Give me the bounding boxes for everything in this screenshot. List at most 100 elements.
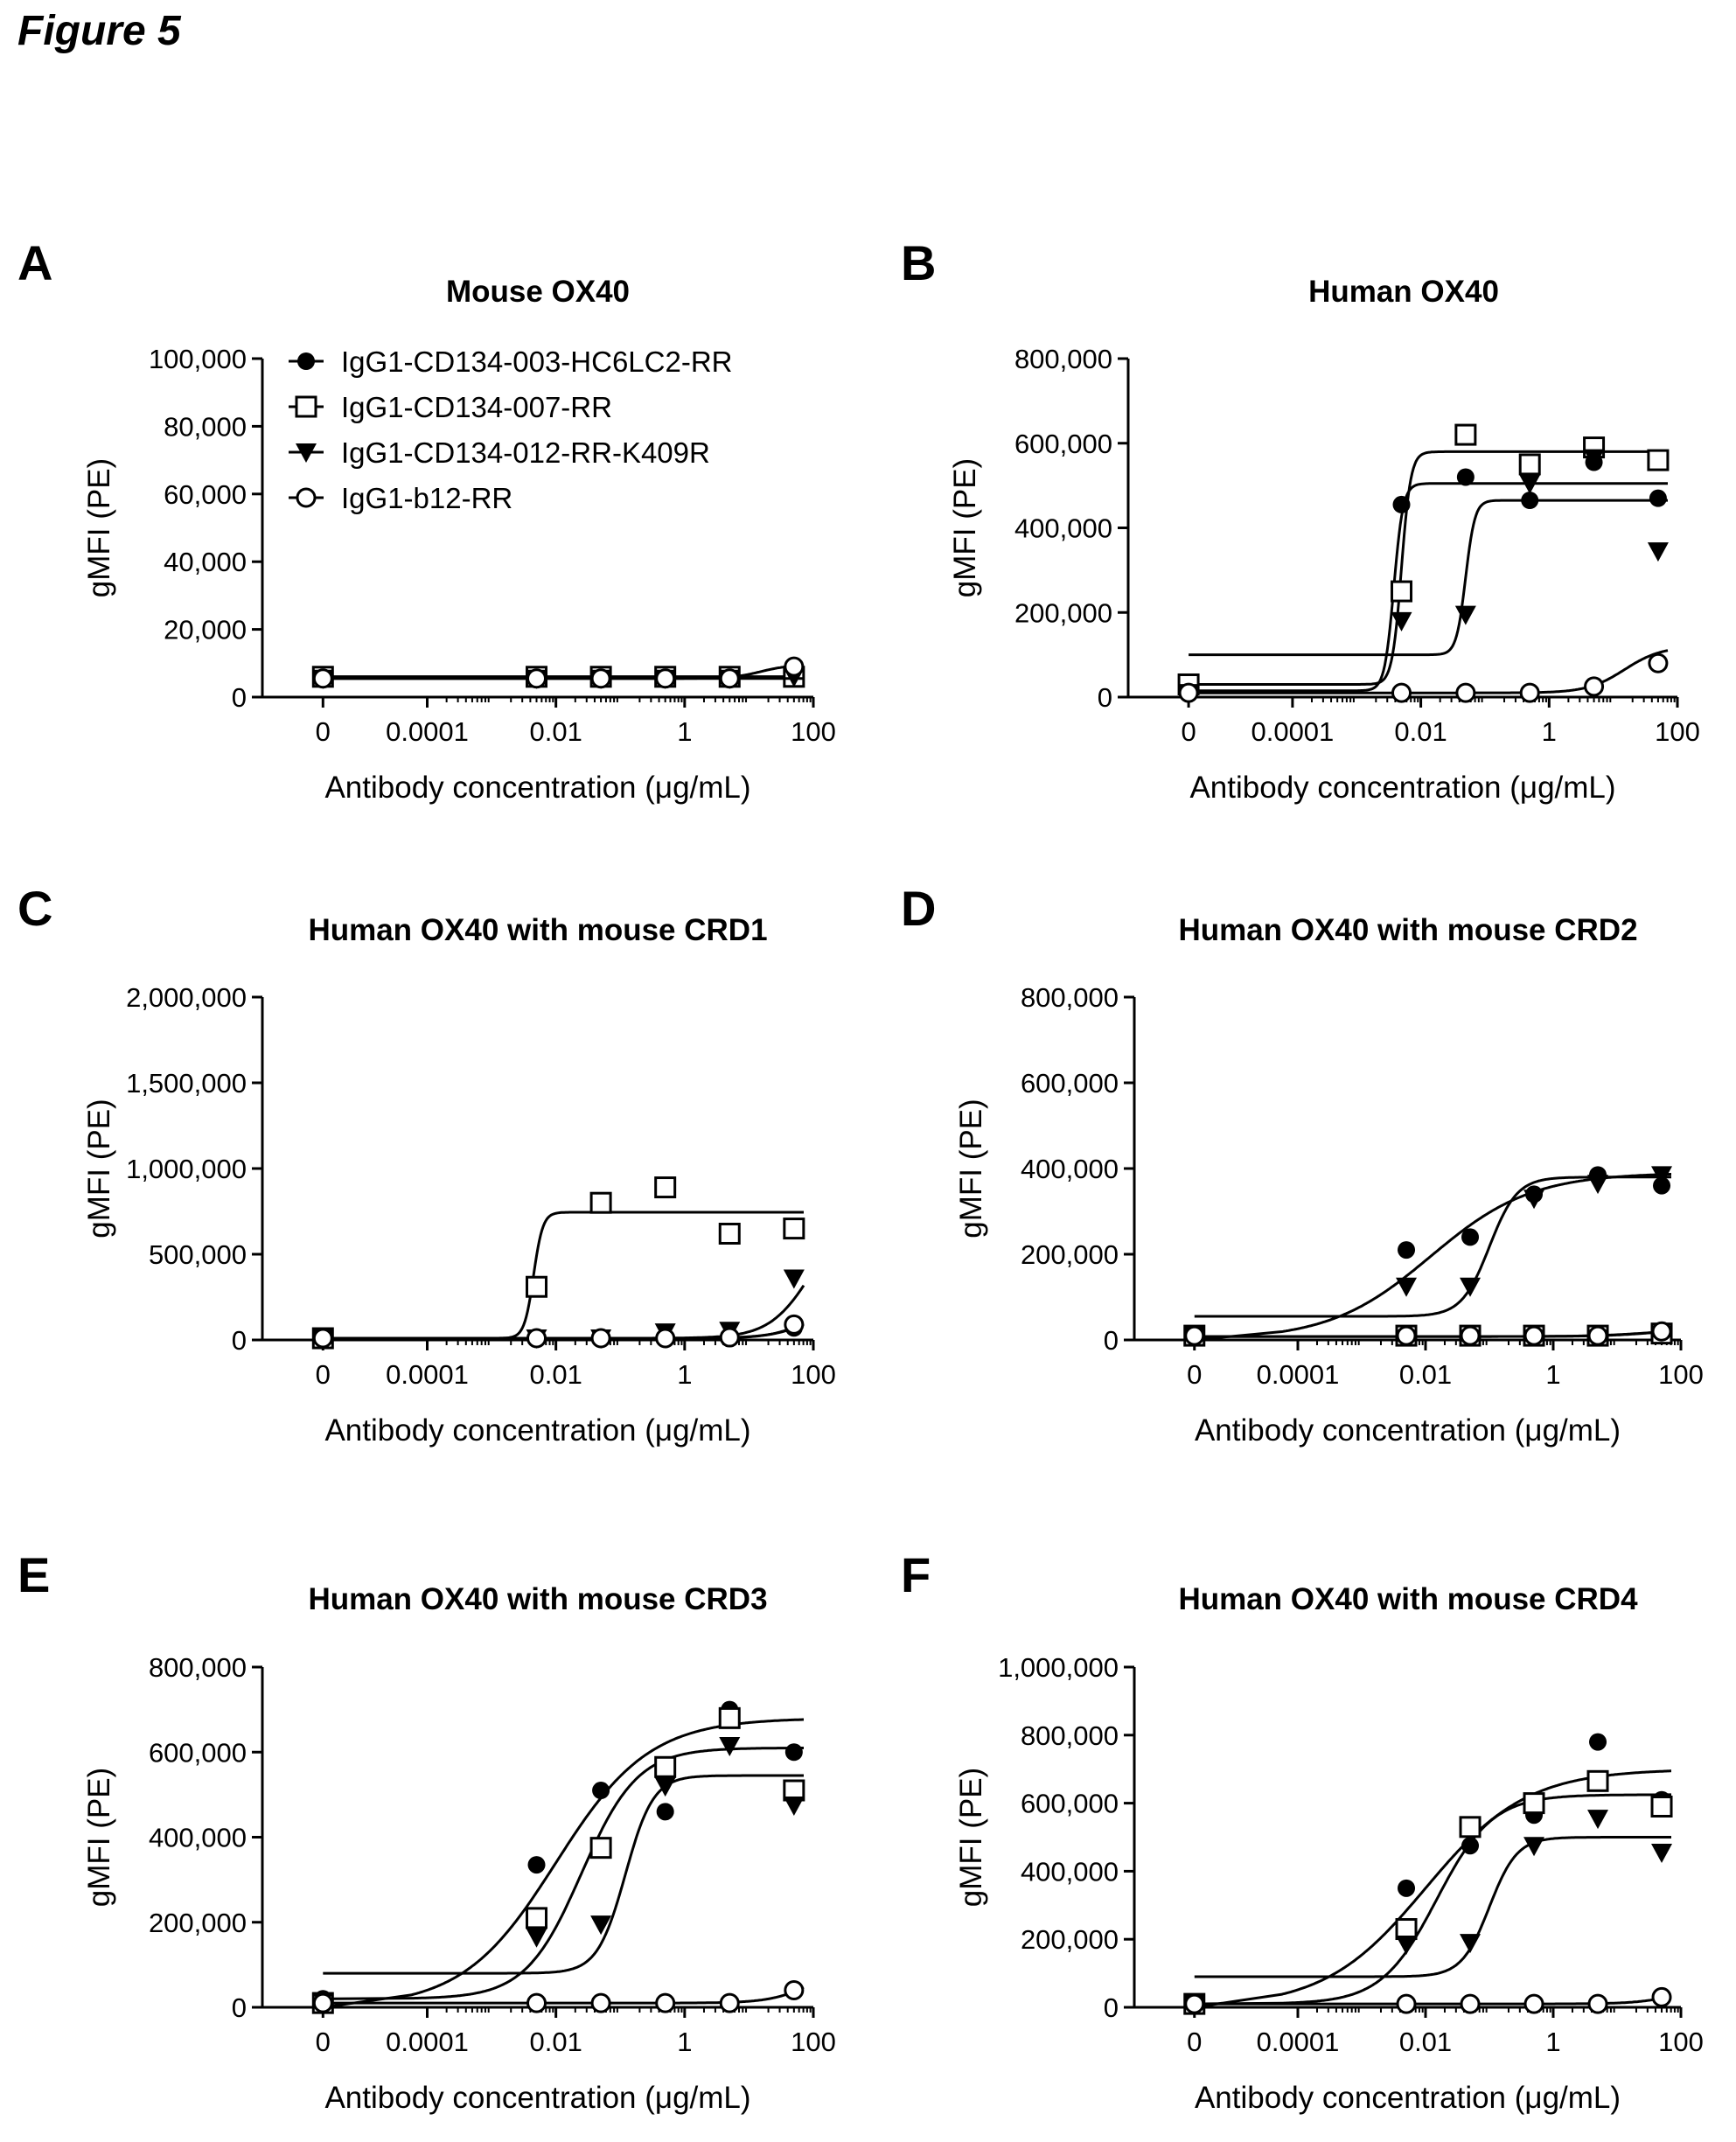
x-tick-label: 0: [1187, 1359, 1202, 1390]
y-tick-label: 60,000: [164, 479, 247, 510]
data-point: [1460, 1934, 1482, 1954]
fit-curve: [1194, 1176, 1671, 1318]
y-tick-label: 200,000: [1021, 1239, 1119, 1270]
chart-panel-c: C Human OX40 with mouse CRD1 0 500,000 1,000…: [17, 881, 836, 1448]
data-point: [1398, 1241, 1416, 1259]
data-point: [1454, 423, 1477, 446]
x-tick-label: 0.0001: [1251, 716, 1334, 747]
data-point: [783, 1218, 805, 1240]
y-tick-label: 200,000: [1014, 597, 1112, 628]
y-tick-label: 400,000: [1014, 513, 1112, 544]
data-point: [312, 1328, 333, 1349]
x-tick-label: 1: [1545, 2027, 1560, 2057]
panel-letter: B: [901, 235, 936, 290]
chart-panel-d: D Human OX40 with mouse CRD2 0 200,000 400,0…: [901, 881, 1704, 1448]
data-point: [1396, 1325, 1417, 1346]
data-point: [1651, 1321, 1672, 1342]
fit-curve: [1194, 1793, 1671, 2006]
data-point: [783, 1269, 805, 1289]
data-point: [784, 1314, 805, 1335]
series-3: [1183, 1810, 1673, 2015]
data-point: [654, 1176, 677, 1199]
data-point: [1184, 1993, 1205, 2014]
chart-panel-e: E Human OX40 with mouse CRD3 0 200,000 400,0…: [17, 1547, 836, 2115]
fit-curve: [1189, 482, 1668, 693]
x-tick-label: 0.01: [1394, 716, 1447, 747]
x-tick-label: 0.0001: [1257, 1359, 1340, 1390]
data-point: [1587, 1175, 1609, 1195]
y-tick-label: 80,000: [164, 411, 247, 442]
legend-marker: [295, 395, 317, 418]
data-point: [1523, 1325, 1544, 1346]
series-3: [312, 1736, 805, 2012]
panel-title: Human OX40 with mouse CRD4: [1178, 1582, 1638, 1616]
data-point: [1523, 1792, 1545, 1815]
panel-title: Human OX40 with mouse CRD2: [1178, 913, 1637, 947]
legend-label: IgG1-CD134-012-RR-K409R: [341, 436, 710, 469]
y-axis-label: gMFI (PE): [954, 1768, 988, 1907]
x-axis-label: Antibody concentration (μg/mL): [1189, 771, 1615, 805]
y-tick-label: 0: [1104, 1992, 1119, 2023]
series-1: [1180, 453, 1668, 702]
data-point: [312, 668, 333, 689]
legend-marker: [296, 443, 317, 463]
x-tick-label: 100: [1655, 716, 1700, 747]
x-tick-label: 0.01: [529, 716, 582, 747]
data-point: [655, 1328, 676, 1349]
legend-label: IgG1-CD134-007-RR: [341, 391, 612, 423]
data-point: [1398, 1879, 1416, 1897]
data-point: [1454, 605, 1476, 625]
y-tick-label: 800,000: [1021, 982, 1119, 1013]
data-point: [1653, 1176, 1671, 1195]
y-tick-label: 400,000: [1021, 1856, 1119, 1887]
data-point: [1519, 682, 1540, 703]
y-tick-label: 0: [1098, 682, 1112, 713]
data-point: [1651, 1166, 1673, 1186]
data-point: [1589, 1733, 1607, 1751]
data-point: [1586, 1769, 1609, 1792]
y-tick-label: 400,000: [1021, 1154, 1119, 1184]
y-tick-label: 500,000: [149, 1239, 247, 1270]
y-axis-label: gMFI (PE): [82, 1099, 116, 1238]
data-point: [592, 1782, 610, 1800]
fit-curve: [1189, 499, 1668, 657]
fit-curve: [323, 1747, 804, 2000]
data-point: [718, 1222, 741, 1245]
y-tick-label: 0: [232, 1325, 247, 1356]
y-tick-label: 0: [1104, 1325, 1119, 1356]
x-tick-label: 1: [1542, 716, 1557, 747]
data-point: [1648, 652, 1669, 673]
series-4: [312, 1980, 805, 2013]
data-point: [656, 1803, 674, 1821]
data-point: [655, 668, 676, 689]
figure-title: Figure 5: [17, 8, 181, 54]
data-point: [784, 1743, 803, 1762]
data-point: [526, 1928, 547, 1948]
data-point: [590, 1915, 612, 1936]
data-point: [1396, 1277, 1418, 1297]
panel-letter: C: [17, 881, 52, 936]
x-tick-label: 100: [791, 2027, 836, 2057]
x-tick-label: 1: [677, 2027, 692, 2057]
x-tick-label: 0.01: [529, 2027, 582, 2057]
data-point: [1519, 474, 1541, 494]
y-tick-label: 20,000: [164, 615, 247, 645]
y-tick-label: 0: [232, 682, 247, 713]
x-axis-label: Antibody concentration (μg/mL): [324, 2081, 750, 2115]
panel-title: Human OX40: [1308, 275, 1499, 309]
data-point: [589, 1191, 612, 1214]
data-point: [590, 668, 611, 689]
panel-title: Human OX40 with mouse CRD3: [308, 1582, 767, 1616]
x-tick-label: 0.0001: [386, 2027, 469, 2057]
data-point: [526, 1328, 547, 1349]
data-point: [526, 1275, 548, 1298]
data-point: [654, 1755, 677, 1778]
data-point: [1459, 1816, 1482, 1838]
y-tick-label: 200,000: [1021, 1924, 1119, 1955]
panel-letter: F: [901, 1547, 931, 1602]
y-tick-label: 1,500,000: [126, 1068, 247, 1099]
data-point: [783, 1797, 805, 1817]
y-axis-label: gMFI (PE): [954, 1099, 988, 1238]
fit-curve: [323, 1718, 804, 2009]
